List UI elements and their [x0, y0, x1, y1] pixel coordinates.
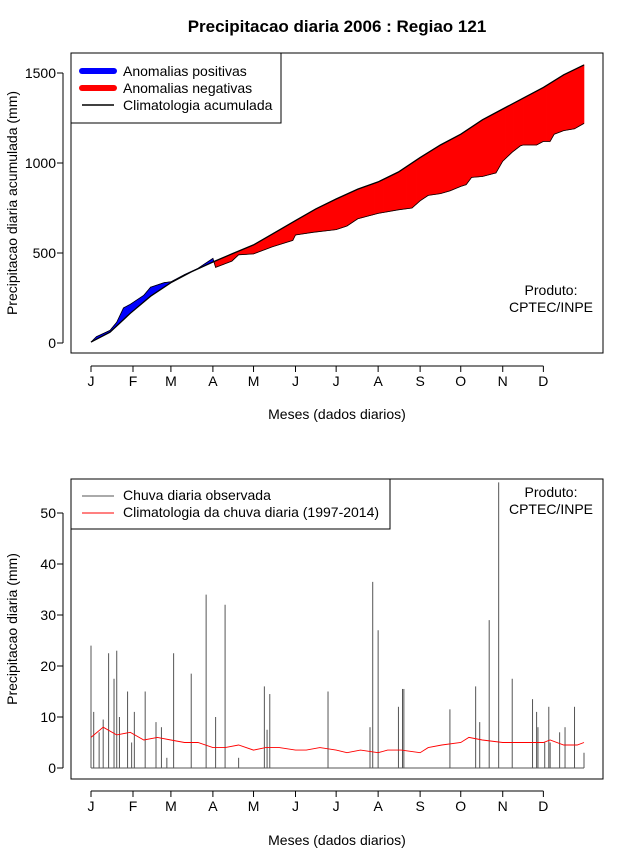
- bottom-x-tick-label: S: [415, 798, 424, 814]
- top-y-axis-label: Precipitacao diaria acumulada (mm): [4, 91, 20, 315]
- top-x-tick-label: J: [88, 373, 95, 389]
- bottom-x-tick-label: M: [248, 798, 260, 814]
- top-x-tick-label: J: [333, 373, 340, 389]
- top-y-tick-label: 0: [48, 335, 56, 351]
- bottom-y-tick-label: 20: [40, 658, 56, 674]
- figure-title: Precipitacao diaria 2006 : Regiao 121: [188, 17, 487, 36]
- top-y-tick-label: 500: [33, 245, 57, 261]
- top-credit-line2: CPTEC/INPE: [509, 299, 593, 315]
- observed-accumulated-line: [90, 123, 585, 343]
- bottom-x-tick-label: O: [455, 798, 466, 814]
- bottom-legend-box: [70, 478, 391, 530]
- top-series-lines: [90, 64, 585, 343]
- bottom-y-tick-label: 10: [40, 709, 56, 725]
- legend-label-negative: Anomalias negativas: [123, 80, 252, 96]
- top-x-tick-label: N: [498, 373, 508, 389]
- accumulated-chart: 0 500 1000 1500 J F M A M J J A S O N D Precipitacao d…: [4, 52, 604, 422]
- bottom-x-tick-label: F: [129, 798, 138, 814]
- top-credit-line1: Produto:: [525, 282, 578, 298]
- top-x-tick-label: F: [129, 373, 138, 389]
- top-x-tick-label: M: [248, 373, 260, 389]
- bottom-y-tick-label: 50: [40, 505, 56, 521]
- top-x-tick-label: D: [538, 373, 548, 389]
- daily-chart: 0 10 20 30 40 50 J F M A M J J A S O N D Precipitacao di…: [4, 478, 604, 848]
- bottom-x-tick-label: M: [165, 798, 177, 814]
- bottom-credit-line1: Produto:: [525, 484, 578, 500]
- legend-label-observed: Chuva diaria observada: [123, 487, 271, 503]
- top-y-tick-label: 1000: [25, 155, 56, 171]
- bottom-legend: Chuva diaria observada Climatologia da c…: [70, 478, 391, 530]
- climatology-accumulated-line: [90, 64, 585, 343]
- bottom-x-tick-label: J: [292, 798, 299, 814]
- daily-climatology-line: [90, 726, 585, 754]
- bottom-y-tick-label: 30: [40, 607, 56, 623]
- legend-label-daily-climatology: Climatologia da chuva diaria (1997-2014): [123, 504, 379, 520]
- bottom-y-tick-label: 0: [48, 760, 56, 776]
- top-y-tick-label: 1500: [25, 65, 56, 81]
- bottom-credit-line2: CPTEC/INPE: [509, 501, 593, 517]
- legend-label-climatology: Climatologia acumulada: [123, 97, 273, 113]
- bottom-y-tick-label: 40: [40, 556, 56, 572]
- top-plot-frame: [70, 52, 604, 354]
- bottom-x-axis-label: Meses (dados diarios): [268, 832, 406, 848]
- top-y-axis: 0 500 1000 1500: [25, 65, 64, 351]
- top-x-tick-label: S: [415, 373, 424, 389]
- anomaly-segment: [582, 64, 585, 125]
- top-legend: Anomalias positivas Anomalias negativas …: [70, 52, 282, 124]
- top-x-tick-label: A: [373, 373, 383, 389]
- top-x-tick-label: J: [292, 373, 299, 389]
- top-x-tick-label: M: [165, 373, 177, 389]
- legend-label-positive: Anomalias positivas: [123, 63, 247, 79]
- daily-climatology-path: [90, 726, 585, 754]
- bottom-x-tick-label: D: [538, 798, 548, 814]
- bottom-y-axis: 0 10 20 30 40 50: [40, 505, 64, 776]
- bottom-x-tick-label: J: [333, 798, 340, 814]
- top-x-tick-label: A: [208, 373, 218, 389]
- top-x-tick-label: O: [455, 373, 466, 389]
- top-x-axis-label: Meses (dados diarios): [268, 406, 406, 422]
- bottom-x-tick-label: J: [88, 798, 95, 814]
- bottom-y-axis-label: Precipitacao diaria (mm): [4, 553, 20, 705]
- bottom-x-tick-label: N: [498, 798, 508, 814]
- bottom-x-tick-label: A: [373, 798, 383, 814]
- daily-observed-bars: [90, 482, 585, 769]
- bottom-x-tick-label: A: [208, 798, 218, 814]
